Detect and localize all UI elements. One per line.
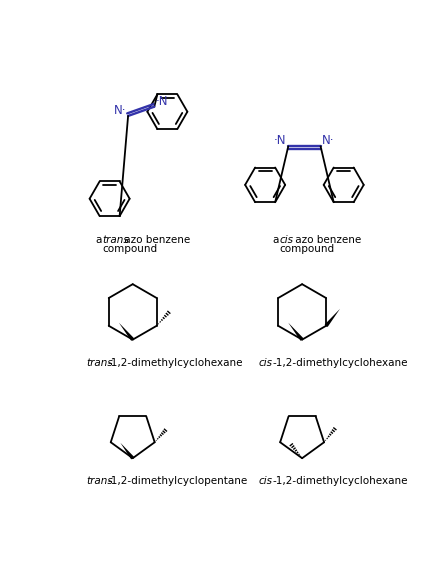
Text: -1,2-dimethylcyclohexane: -1,2-dimethylcyclohexane <box>272 358 408 368</box>
Text: azo benzene: azo benzene <box>292 235 361 245</box>
Polygon shape <box>325 309 340 327</box>
Polygon shape <box>121 443 134 460</box>
Text: N·: N· <box>114 104 127 117</box>
Text: cis: cis <box>258 476 272 486</box>
Text: compound: compound <box>280 244 335 254</box>
Text: a: a <box>96 235 105 245</box>
Text: cis: cis <box>280 235 294 245</box>
Text: -1,2-dimethylcyclopentane: -1,2-dimethylcyclopentane <box>108 476 247 486</box>
Text: a: a <box>273 235 282 245</box>
Text: ·N: ·N <box>156 95 168 108</box>
Text: azo benzene: azo benzene <box>121 235 191 245</box>
Text: N·: N· <box>322 135 335 147</box>
Text: trans: trans <box>103 235 129 245</box>
Text: trans: trans <box>87 358 113 368</box>
Text: -1,2-dimethylcyclohexane: -1,2-dimethylcyclohexane <box>108 358 243 368</box>
Text: trans: trans <box>87 476 113 486</box>
Polygon shape <box>288 323 304 341</box>
Text: compound: compound <box>103 244 158 254</box>
Polygon shape <box>119 323 134 341</box>
Text: -1,2-dimethylcyclohexane: -1,2-dimethylcyclohexane <box>272 476 408 486</box>
Text: ·N: ·N <box>274 135 287 147</box>
Text: cis: cis <box>258 358 272 368</box>
